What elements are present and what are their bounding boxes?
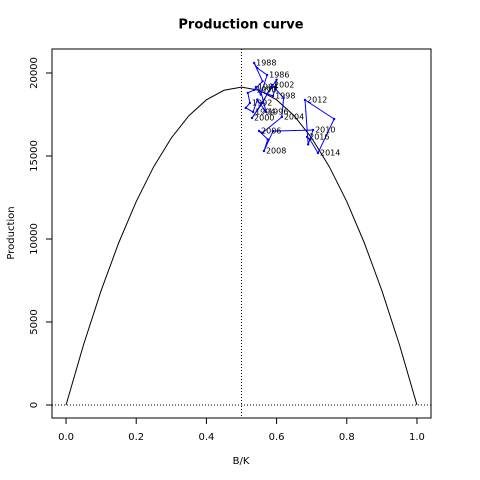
trajectory-point [270,83,274,87]
y-tick-label: 15000 [29,140,40,172]
trajectory-point [246,91,250,95]
trajectory-point [259,93,263,96]
trajectory-point [254,85,258,89]
trajectory-point [275,78,278,81]
plot-frame [51,48,432,419]
year-label: 1996 [268,107,288,116]
year-label: 2008 [266,147,286,156]
trajectory-point [248,101,252,105]
production-curve [65,86,418,406]
year-label: 2014 [320,148,340,157]
trajectory-point [311,128,315,132]
trajectory-point [261,80,264,83]
x-tick-label: 0.0 [58,432,74,443]
trajectory-point [271,94,275,98]
trajectory-point [280,115,284,119]
trajectory-point [257,129,261,133]
trajectory-point [244,106,247,110]
trajectory-point [303,98,307,102]
x-axis-label: B/K [233,456,250,467]
y-tick-label: 5000 [29,309,40,334]
trajectory-point [266,138,270,141]
year-label: 1984 [258,82,278,91]
trajectory-point [332,117,336,121]
year-label: 1998 [275,92,295,101]
trajectory-point [262,149,266,153]
trajectory-point [306,143,310,146]
x-tick-label: 1.0 [409,432,425,443]
year-label: 2000 [254,114,274,123]
x-tick-label: 0.2 [128,432,144,443]
trajectory-point [271,129,275,133]
trajectory-point [252,88,256,92]
x-tick-label: 0.6 [269,432,285,443]
trajectory-point [264,110,268,114]
year-label: 2004 [284,113,304,122]
trajectory-point [305,135,309,139]
year-label: 2006 [261,127,281,136]
year-label: 2002 [274,81,294,90]
y-tick-label: 20000 [29,57,40,89]
trajectory-point [308,138,312,141]
trajectory-point [252,61,256,65]
trajectory-point [261,101,264,105]
trajectory-point [256,98,259,101]
y-tick-label: 10000 [29,223,40,255]
trajectory-point [265,73,269,77]
year-label: 1986 [269,70,289,79]
trajectory-point [261,131,264,134]
x-tick-label: 0.8 [339,432,355,443]
trajectory-point [251,110,255,114]
x-tick-label: 0.4 [198,432,214,443]
trajectory-point [316,151,320,155]
year-label: 2012 [307,96,327,105]
year-label: 1990 [256,86,276,95]
year-label: 1988 [256,59,276,68]
y-tick-label: 0 [29,402,40,408]
year-label: 2016 [309,132,329,141]
trajectory-point [282,96,285,100]
year-label: 2010 [315,126,335,135]
y-axis-label: Production [6,206,17,259]
trajectory-point [256,66,259,70]
chart-title: Production curve [178,18,303,33]
trajectory-point [259,90,263,93]
trajectory-point [250,116,254,120]
